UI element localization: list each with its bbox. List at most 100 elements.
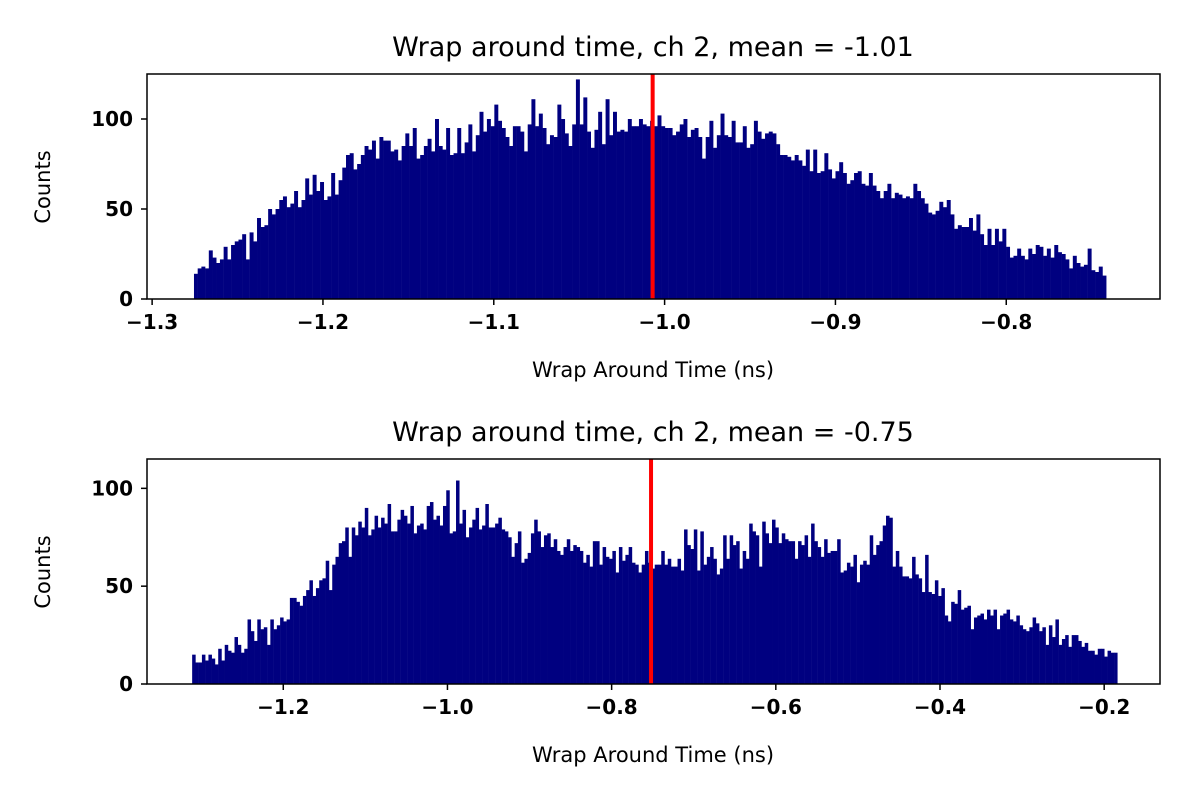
histogram-bar [1102,275,1107,299]
histogram-bar [668,128,673,299]
histogram-bar [282,196,287,299]
histogram-bar [824,539,828,684]
histogram-bar [293,597,297,684]
histogram-bar [540,547,545,684]
histogram-bar [1083,264,1088,299]
histogram-bar [276,625,281,684]
histogram-bar [223,246,228,299]
histogram-bar [931,214,936,299]
histogram-bar [286,207,291,299]
histogram-bar [442,149,447,299]
histogram-bar [772,519,776,684]
histogram-bar [305,178,310,299]
histogram-bar [561,119,566,299]
histogram-bar [216,263,221,299]
histogram-bar [1101,648,1105,684]
histogram-bar [879,198,884,299]
histogram-bar [1045,644,1050,684]
histogram-bar [245,259,250,299]
histogram-bar [531,99,536,299]
histogram-bar [1009,619,1014,684]
histogram-bar [401,146,406,299]
histogram-bar [357,164,362,299]
histogram-bar [713,147,718,299]
histogram-bar [716,135,721,299]
chart-title: Wrap around time, ch 2, mean = -1.01 [392,32,914,63]
histogram-bar [271,214,276,299]
histogram-bar [794,558,799,684]
histogram-bar [306,590,310,684]
histogram-bar [517,531,522,684]
histogram-bar [208,250,213,299]
histogram-bar [653,126,658,299]
histogram-bar [785,539,789,684]
histogram-bar [921,592,926,684]
histogram-bar [524,151,528,299]
histogram-bar [1032,617,1037,684]
histogram-bar [624,131,629,299]
histogram-bar [794,155,799,299]
histogram-bar [583,97,588,300]
histogram-bar [375,158,380,299]
histogram-bar [779,155,784,299]
histogram-bar [325,560,330,684]
histogram-bar [690,549,695,684]
histogram-bar [892,566,897,684]
chart-title: Wrap around time, ch 2, mean = -0.75 [392,417,914,448]
y-axis-ticks: 0 50 100 [91,476,147,696]
histogram-bar [677,558,682,684]
histogram-bar [943,207,947,299]
histogram-bar [1042,627,1046,684]
histogram-bar [436,515,440,684]
histogram-bar [509,146,514,299]
histogram-bar [527,552,532,684]
histogram-bar [379,137,384,299]
histogram-bar [346,155,350,299]
histogram-bar [998,241,1003,299]
histogram-bar [987,609,991,684]
histogram-bar [542,128,547,299]
x-tick-label: −1.3 [126,310,178,334]
histogram-bar [231,652,235,684]
histogram-bar [1057,252,1062,299]
histogram-bar [212,257,217,299]
histogram-bar [260,227,265,299]
histogram-bar [592,541,597,684]
histogram-bar [1094,654,1099,684]
histogram-bar [1076,263,1081,299]
histogram-bar [527,124,532,300]
histogram-bar [374,515,379,684]
histogram-bar [745,558,750,684]
histogram-bar [280,617,284,684]
histogram-bar [628,547,633,684]
histogram-bar [371,529,375,684]
histogram-bar [843,570,848,684]
histogram-bar [1013,621,1017,684]
histogram-bar [270,619,274,684]
histogram-bar [501,529,506,684]
histogram-bar [609,558,613,684]
histogram-bar [371,140,376,299]
histogram-bar [850,566,854,684]
histogram-bar [403,515,408,684]
histogram-bar [358,521,362,684]
histogram-bar [905,196,910,299]
histogram-bar [842,173,847,299]
histogram-bar [898,194,903,299]
histogram-bar [420,155,425,299]
histogram-bar [446,128,451,299]
histogram-bar [1110,652,1115,684]
histogram-bar [400,509,405,684]
histogram-bar [449,533,454,684]
histogram-bar [342,167,347,299]
histogram-bar [804,535,809,684]
histogram-bar [758,566,763,684]
histogram-bar [530,533,535,684]
histogram-bar [460,153,465,299]
histogram-bar [557,104,562,299]
histogram-bar [409,146,414,299]
histogram-bar [387,504,392,684]
histogram-bar [446,490,450,684]
x-tick-label: −1.0 [421,695,473,719]
histogram-bar [846,562,851,684]
